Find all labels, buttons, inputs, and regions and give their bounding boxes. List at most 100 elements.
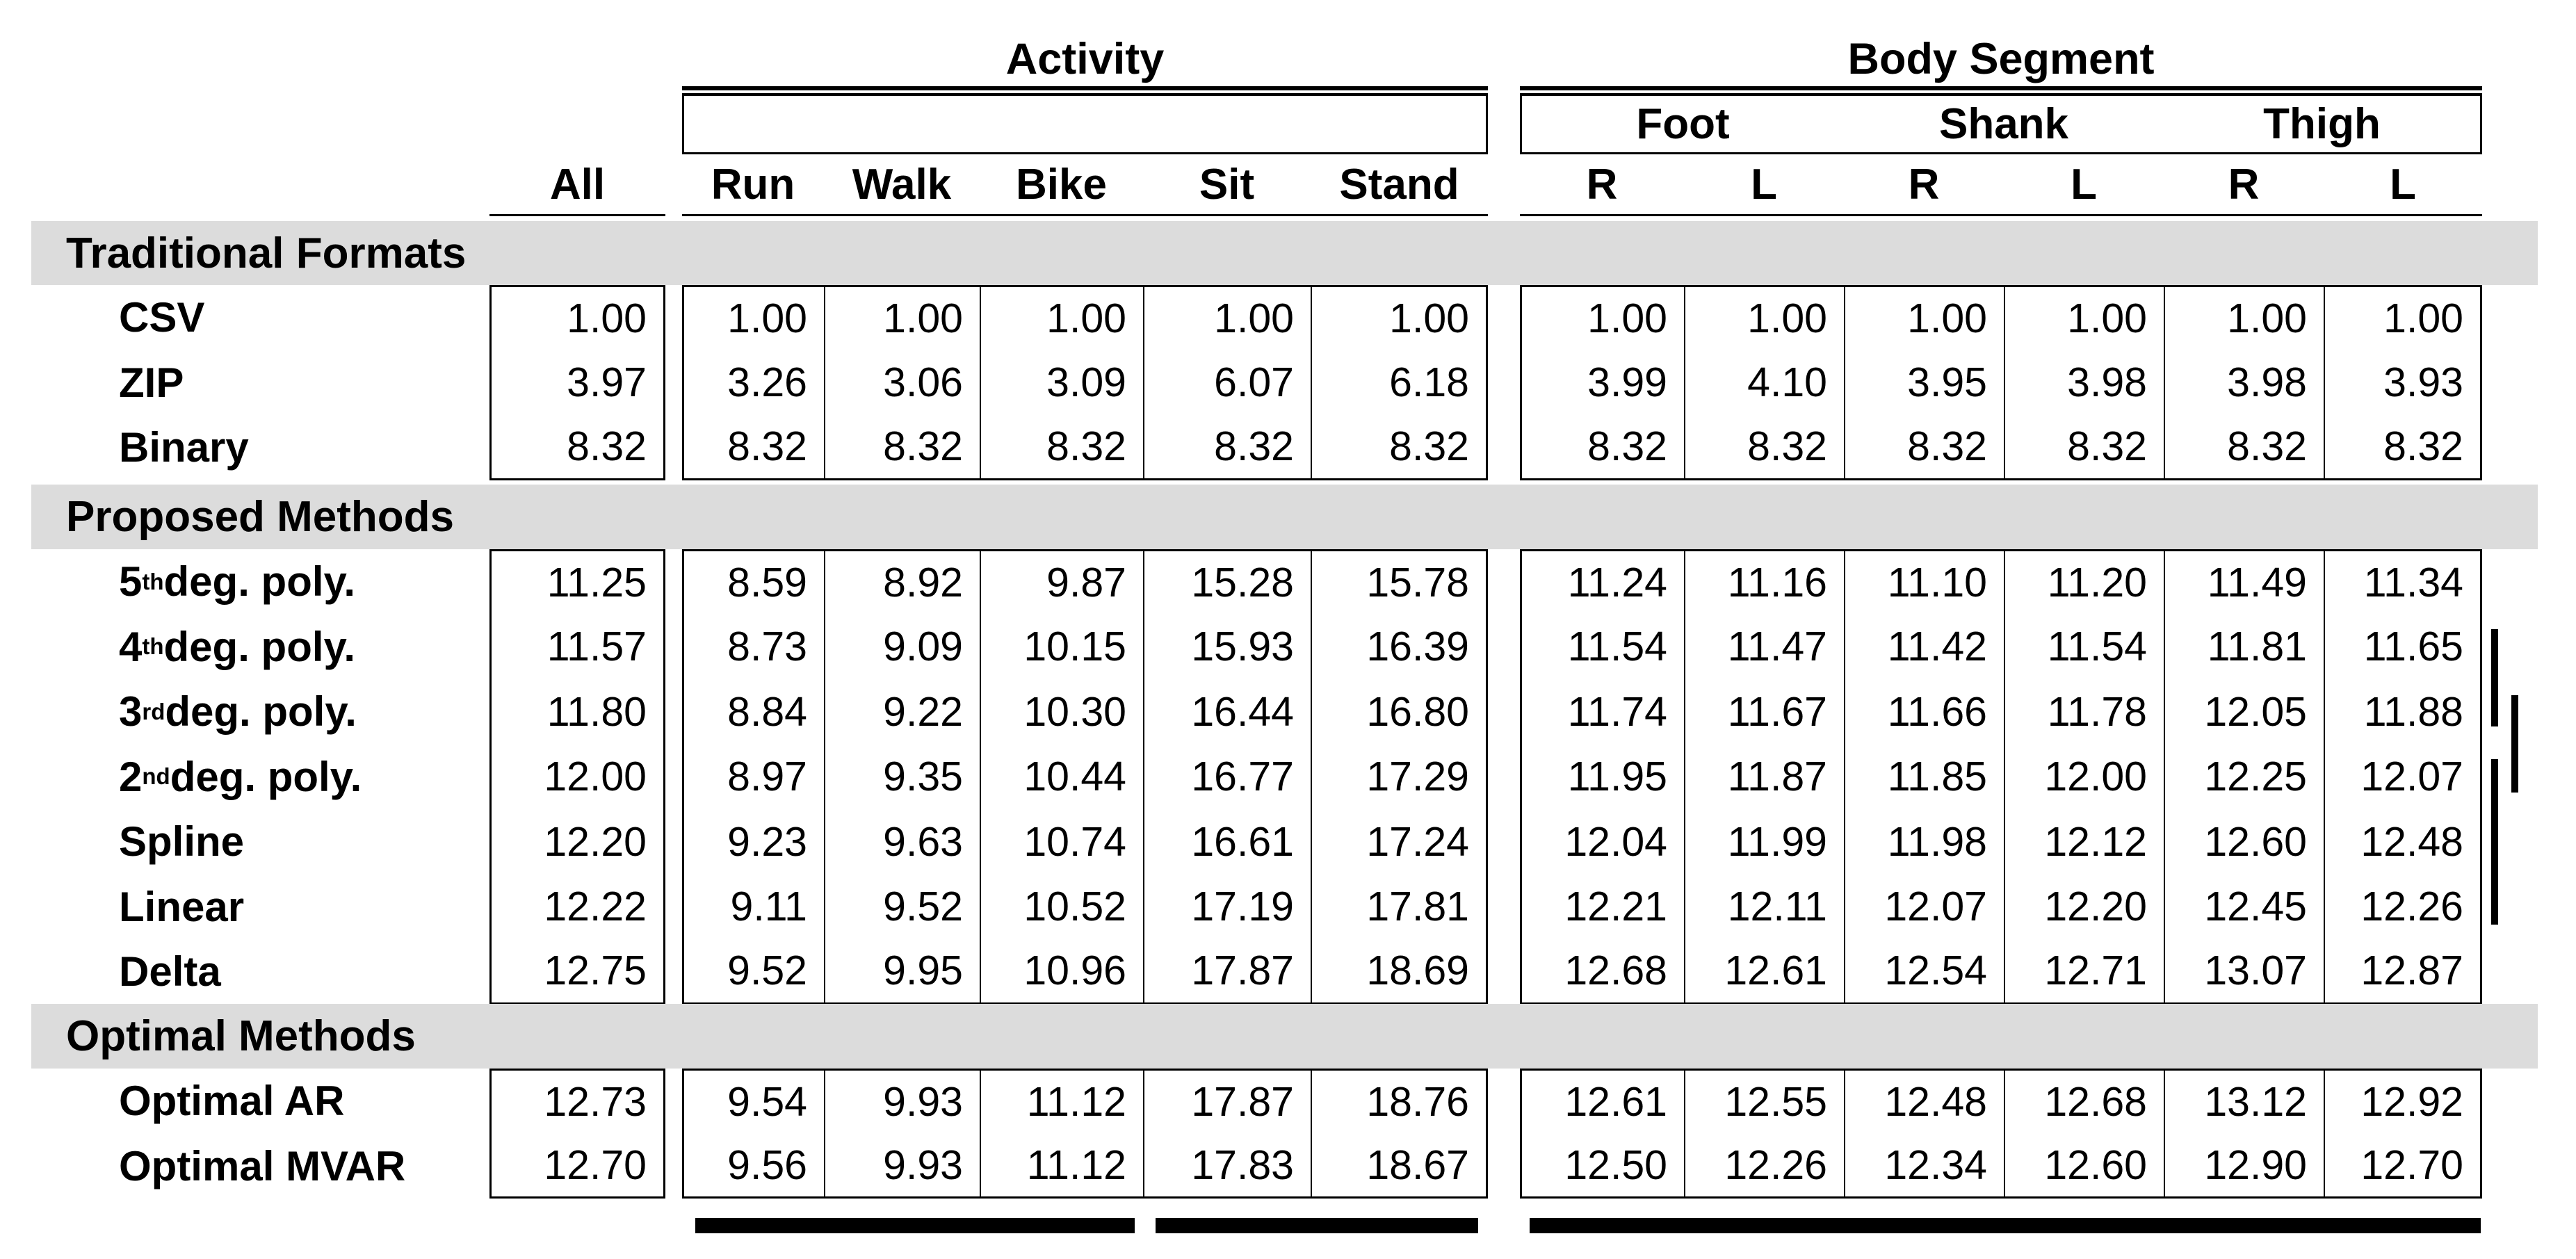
section-rows: CSV 1.00 1.00 1.00 1.00 1.00 1.00 1.00 1.00 1.00 1… — [31, 285, 2482, 480]
value-cell: 10.96 — [980, 939, 1143, 1005]
value-cell: 12.60 — [2164, 809, 2324, 875]
value-cell: 17.81 — [1311, 874, 1488, 939]
row-label: Linear — [31, 875, 489, 940]
value-cell: 16.44 — [1143, 679, 1311, 745]
header-spacer — [31, 154, 489, 216]
value-cell: 8.32 — [824, 415, 980, 480]
table-row: Delta 12.75 9.52 9.95 10.96 17.87 18.69 12.68 12… — [31, 939, 2482, 1005]
sig-bar-poly4-poly3 — [2491, 629, 2498, 726]
value-cell: 12.20 — [489, 809, 665, 875]
column-gap — [665, 1134, 682, 1199]
value-cell: 8.32 — [489, 415, 665, 480]
value-cell: 12.48 — [1844, 1069, 2004, 1134]
value-cell: 9.54 — [682, 1069, 824, 1134]
value-cell: 12.25 — [2164, 744, 2324, 809]
table-row: Binary 8.32 8.32 8.32 8.32 8.32 8.32 8.32 8.32 8.… — [31, 415, 2482, 480]
value-cell: 3.98 — [2164, 350, 2324, 415]
value-cell: 11.78 — [2004, 679, 2164, 745]
value-cell: 15.78 — [1311, 549, 1488, 615]
value-cell: 11.34 — [2324, 549, 2482, 615]
header-spacer — [1488, 32, 1520, 86]
row-label-text: deg. poly. — [165, 688, 357, 736]
column-gap — [1488, 350, 1520, 416]
column-gap — [665, 549, 682, 615]
value-cell: 12.21 — [1520, 874, 1684, 939]
value-cell: 10.44 — [980, 744, 1143, 809]
section-header-label: Traditional Formats — [66, 229, 467, 277]
table-row: Spline 12.20 9.23 9.63 10.74 16.61 17.24 12.04 1… — [31, 809, 2482, 875]
value-cell: 8.32 — [2164, 415, 2324, 480]
header-spacer — [1488, 96, 1520, 154]
table-row: CSV 1.00 1.00 1.00 1.00 1.00 1.00 1.00 1.00 1.00 1… — [31, 285, 2482, 350]
section-rows: Optimal AR 12.73 9.54 9.93 11.12 17.87 18.76 12… — [31, 1069, 2482, 1199]
value-cell: 12.90 — [2164, 1133, 2324, 1199]
value-cell: 11.47 — [1684, 614, 1844, 679]
sig-bar-poly3-poly2 — [2511, 695, 2518, 793]
value-cell: 3.09 — [980, 350, 1143, 415]
row-label: Delta — [31, 939, 489, 1005]
value-cell: 12.26 — [2324, 874, 2482, 939]
value-cell: 12.68 — [2004, 1069, 2164, 1134]
value-cell: 12.54 — [1844, 939, 2004, 1005]
value-cell: 3.97 — [489, 350, 665, 415]
value-cell: 9.23 — [682, 809, 824, 875]
table-row: ZIP 3.97 3.26 3.06 3.09 6.07 6.18 3.99 4.10 3.95 3… — [31, 350, 2482, 416]
row-label-text: ZIP — [119, 359, 184, 406]
column-gap — [1488, 745, 1520, 810]
value-cell: 11.49 — [2164, 549, 2324, 615]
column-gap — [665, 809, 682, 875]
row-label-text: Delta — [119, 948, 221, 996]
underline-body-segment — [1530, 1218, 2481, 1233]
column-gap — [1488, 939, 1520, 1005]
column-header-thigh-l: L — [2324, 154, 2482, 216]
value-cell: 3.93 — [2324, 350, 2482, 415]
row-label-text: Optimal AR — [119, 1078, 345, 1125]
value-cell: 11.42 — [1844, 614, 2004, 679]
value-cell: 9.87 — [980, 549, 1143, 615]
value-cell: 12.55 — [1684, 1069, 1844, 1134]
value-cell: 1.00 — [2324, 285, 2482, 350]
value-cell: 1.00 — [489, 285, 665, 350]
value-cell: 1.00 — [1520, 285, 1684, 350]
value-cell: 12.07 — [2324, 744, 2482, 809]
column-gap — [665, 875, 682, 940]
value-cell: 11.88 — [2324, 679, 2482, 745]
value-cell: 12.70 — [489, 1133, 665, 1199]
value-cell: 8.92 — [824, 549, 980, 615]
value-cell: 11.74 — [1520, 679, 1684, 745]
subgroup-foot: Foot — [1520, 96, 1844, 154]
value-cell: 12.61 — [1684, 939, 1844, 1005]
value-cell: 9.63 — [824, 809, 980, 875]
row-label-text: deg. poly. — [163, 623, 356, 670]
column-gap — [665, 615, 682, 680]
section-header: Proposed Methods — [31, 485, 2538, 549]
value-cell: 9.93 — [824, 1133, 980, 1199]
value-cell: 17.87 — [1143, 939, 1311, 1005]
underline-run-walk-bike — [695, 1218, 1135, 1233]
column-gap — [665, 745, 682, 810]
column-gap — [1488, 415, 1520, 480]
value-cell: 3.99 — [1520, 350, 1684, 415]
value-cell: 1.00 — [824, 285, 980, 350]
table-row: Linear 12.22 9.11 9.52 10.52 17.19 17.81 12.21 1… — [31, 874, 2482, 940]
header-spacer — [31, 32, 682, 86]
row-label-text: CSV — [119, 294, 205, 341]
value-cell: 11.57 — [489, 614, 665, 679]
column-gap — [1488, 679, 1520, 745]
value-cell: 8.59 — [682, 549, 824, 615]
column-gap — [1488, 1069, 1520, 1134]
row-label: Optimal AR — [31, 1069, 489, 1134]
value-cell: 12.61 — [1520, 1069, 1684, 1134]
value-cell: 8.32 — [2324, 415, 2482, 480]
value-cell: 6.18 — [1311, 350, 1488, 415]
value-cell: 13.07 — [2164, 939, 2324, 1005]
header-spacer — [665, 154, 682, 216]
value-cell: 12.12 — [2004, 809, 2164, 875]
section-header-label: Proposed Methods — [66, 493, 455, 541]
activity-subheader-box — [682, 96, 1488, 154]
